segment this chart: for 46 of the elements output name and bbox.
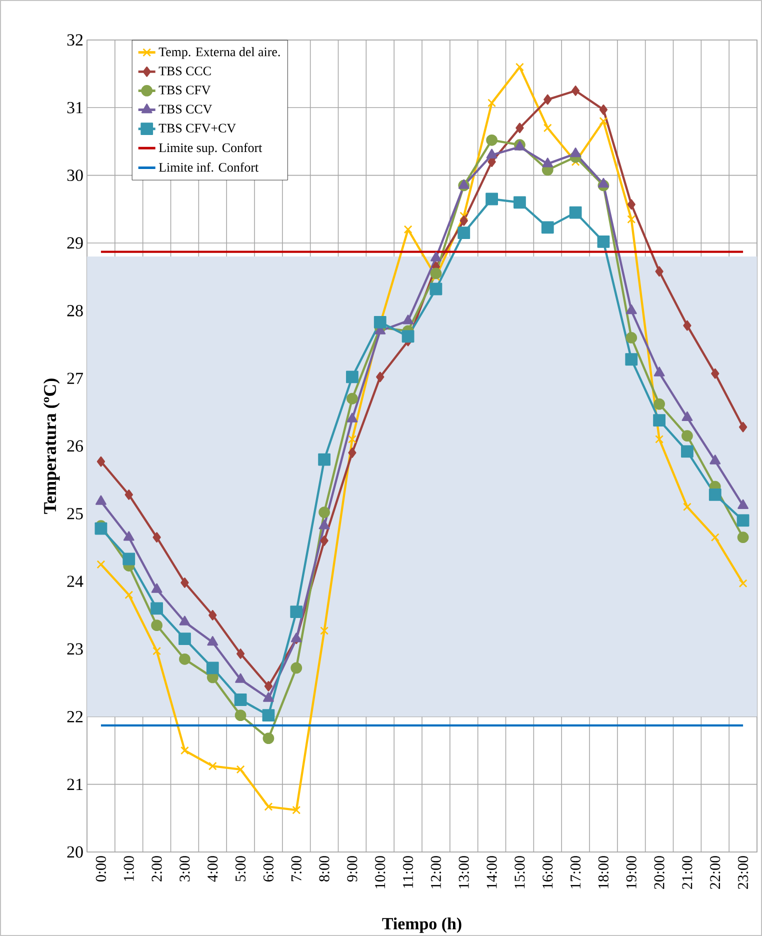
y-tick-label: 22 xyxy=(67,711,83,722)
x-tick-label: 19:00 xyxy=(626,856,636,888)
y-tick-label: 31 xyxy=(67,102,82,114)
x-tick-label: 17:00 xyxy=(570,856,581,888)
y-tick-label: 23 xyxy=(67,643,83,655)
legend-label: TBS CFV xyxy=(158,86,211,94)
y-tick-label: 28 xyxy=(67,304,83,316)
legend-label: TBS CCV xyxy=(158,104,212,114)
x-tick-label: 12:00 xyxy=(430,856,442,888)
legend-label: Temp. Externa del aire. xyxy=(158,47,280,59)
legend-label: Limite sup. Confort xyxy=(158,142,262,155)
x-tick-label: 20:00 xyxy=(654,856,664,889)
x-tick-label: 5:00 xyxy=(235,856,246,882)
x-tick-label: 22:00 xyxy=(710,856,720,889)
y-tick-label: 27 xyxy=(67,372,83,384)
y-tick-label: 24 xyxy=(67,576,84,587)
y-tick-label: 30 xyxy=(67,170,83,182)
x-tick-label: 13:00 xyxy=(458,856,469,888)
x-tick-label: 21:00 xyxy=(682,856,692,889)
x-tick-label: 2:00 xyxy=(152,856,162,882)
x-tick-label: 8:00 xyxy=(319,856,330,882)
legend-label: TBS CCC xyxy=(158,66,211,76)
x-tick-label: 7:00 xyxy=(291,856,302,882)
legend-label: Limite inf. Confort xyxy=(158,162,259,172)
y-axis-title: Temperatura (ºC) xyxy=(43,378,60,514)
x-tick-label: 23:00 xyxy=(738,856,748,889)
x-tick-label: 16:00 xyxy=(542,856,553,888)
x-axis-title: Tiempo (h) xyxy=(382,918,462,933)
x-tick-label: 6:00 xyxy=(263,856,274,882)
x-tick-label: 3:00 xyxy=(180,856,190,882)
y-tick-label: 26 xyxy=(67,440,83,452)
y-tick-label: 32 xyxy=(67,34,83,46)
x-tick-label: 14:00 xyxy=(486,856,497,888)
legend-label: TBS CFV+CV xyxy=(158,124,236,133)
x-tick-label: 11:00 xyxy=(402,856,414,888)
y-tick-label: 29 xyxy=(67,237,83,249)
x-tick-label: 1:00 xyxy=(124,856,134,881)
x-tick-label: 9:00 xyxy=(347,856,358,882)
y-tick-label: 20 xyxy=(67,846,83,858)
x-tick-label: 18:00 xyxy=(598,856,609,888)
x-tick-label: 4:00 xyxy=(208,856,218,882)
x-tick-label: 0:00 xyxy=(96,856,106,882)
y-tick-label: 21 xyxy=(67,778,82,790)
y-tick-label: 25 xyxy=(67,508,83,520)
x-tick-label: 15:00 xyxy=(514,856,525,888)
x-tick-label: 10:00 xyxy=(375,856,386,888)
